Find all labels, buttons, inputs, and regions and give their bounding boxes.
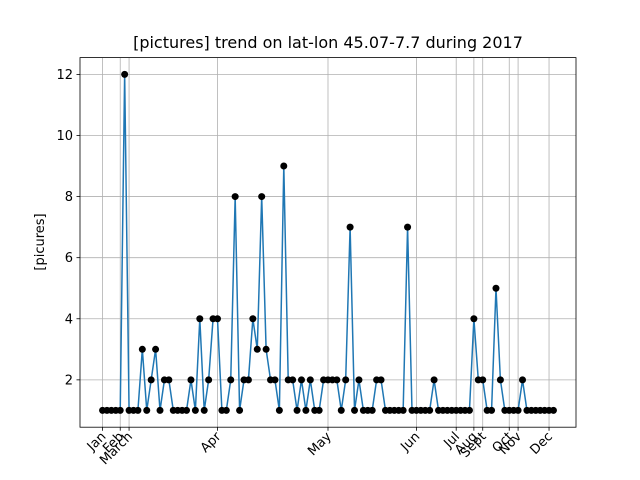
- point: [165, 376, 173, 384]
- point: [222, 406, 230, 414]
- point: [404, 223, 412, 231]
- point: [337, 406, 345, 414]
- point: [138, 345, 146, 353]
- point: [116, 406, 124, 414]
- y-tick-label: 10: [56, 129, 73, 144]
- point: [492, 284, 500, 292]
- point: [465, 406, 473, 414]
- point: [147, 376, 155, 384]
- point: [342, 376, 350, 384]
- point: [249, 315, 257, 323]
- point: [306, 376, 314, 384]
- point: [143, 406, 151, 414]
- point: [236, 406, 244, 414]
- point: [430, 376, 438, 384]
- point: [121, 70, 129, 78]
- point: [315, 406, 323, 414]
- y-tick-label: 2: [65, 373, 73, 388]
- point: [280, 162, 288, 170]
- point: [479, 376, 487, 384]
- point: [152, 345, 160, 353]
- point: [213, 315, 221, 323]
- point: [549, 406, 557, 414]
- point: [227, 376, 235, 384]
- point: [196, 315, 204, 323]
- point: [289, 376, 297, 384]
- point: [333, 376, 341, 384]
- point: [244, 376, 252, 384]
- point: [187, 376, 195, 384]
- point: [496, 376, 504, 384]
- point: [355, 376, 363, 384]
- point: [293, 406, 301, 414]
- point: [514, 406, 522, 414]
- y-tick-label: 8: [65, 190, 73, 205]
- point: [271, 376, 279, 384]
- point: [426, 406, 434, 414]
- point: [156, 406, 164, 414]
- point: [262, 345, 270, 353]
- point: [346, 223, 354, 231]
- y-tick-label: 4: [65, 312, 73, 327]
- plot-frame: [79, 57, 577, 428]
- point: [231, 193, 239, 201]
- point: [200, 406, 208, 414]
- point: [253, 345, 261, 353]
- point: [519, 376, 527, 384]
- point: [258, 193, 266, 201]
- y-tick-label: 6: [65, 251, 73, 266]
- point: [399, 406, 407, 414]
- y-tick-label: 12: [56, 68, 73, 83]
- point: [488, 406, 496, 414]
- point: [205, 376, 213, 384]
- point: [183, 406, 191, 414]
- point: [191, 406, 199, 414]
- y-axis-label: [picures]: [33, 213, 48, 270]
- point: [470, 315, 478, 323]
- chart-title: [pictures] trend on lat-lon 45.07-7.7 du…: [133, 33, 523, 52]
- point: [351, 406, 359, 414]
- point: [275, 406, 283, 414]
- point: [302, 406, 310, 414]
- point: [297, 376, 305, 384]
- point: [134, 406, 142, 414]
- point: [368, 406, 376, 414]
- point: [377, 376, 385, 384]
